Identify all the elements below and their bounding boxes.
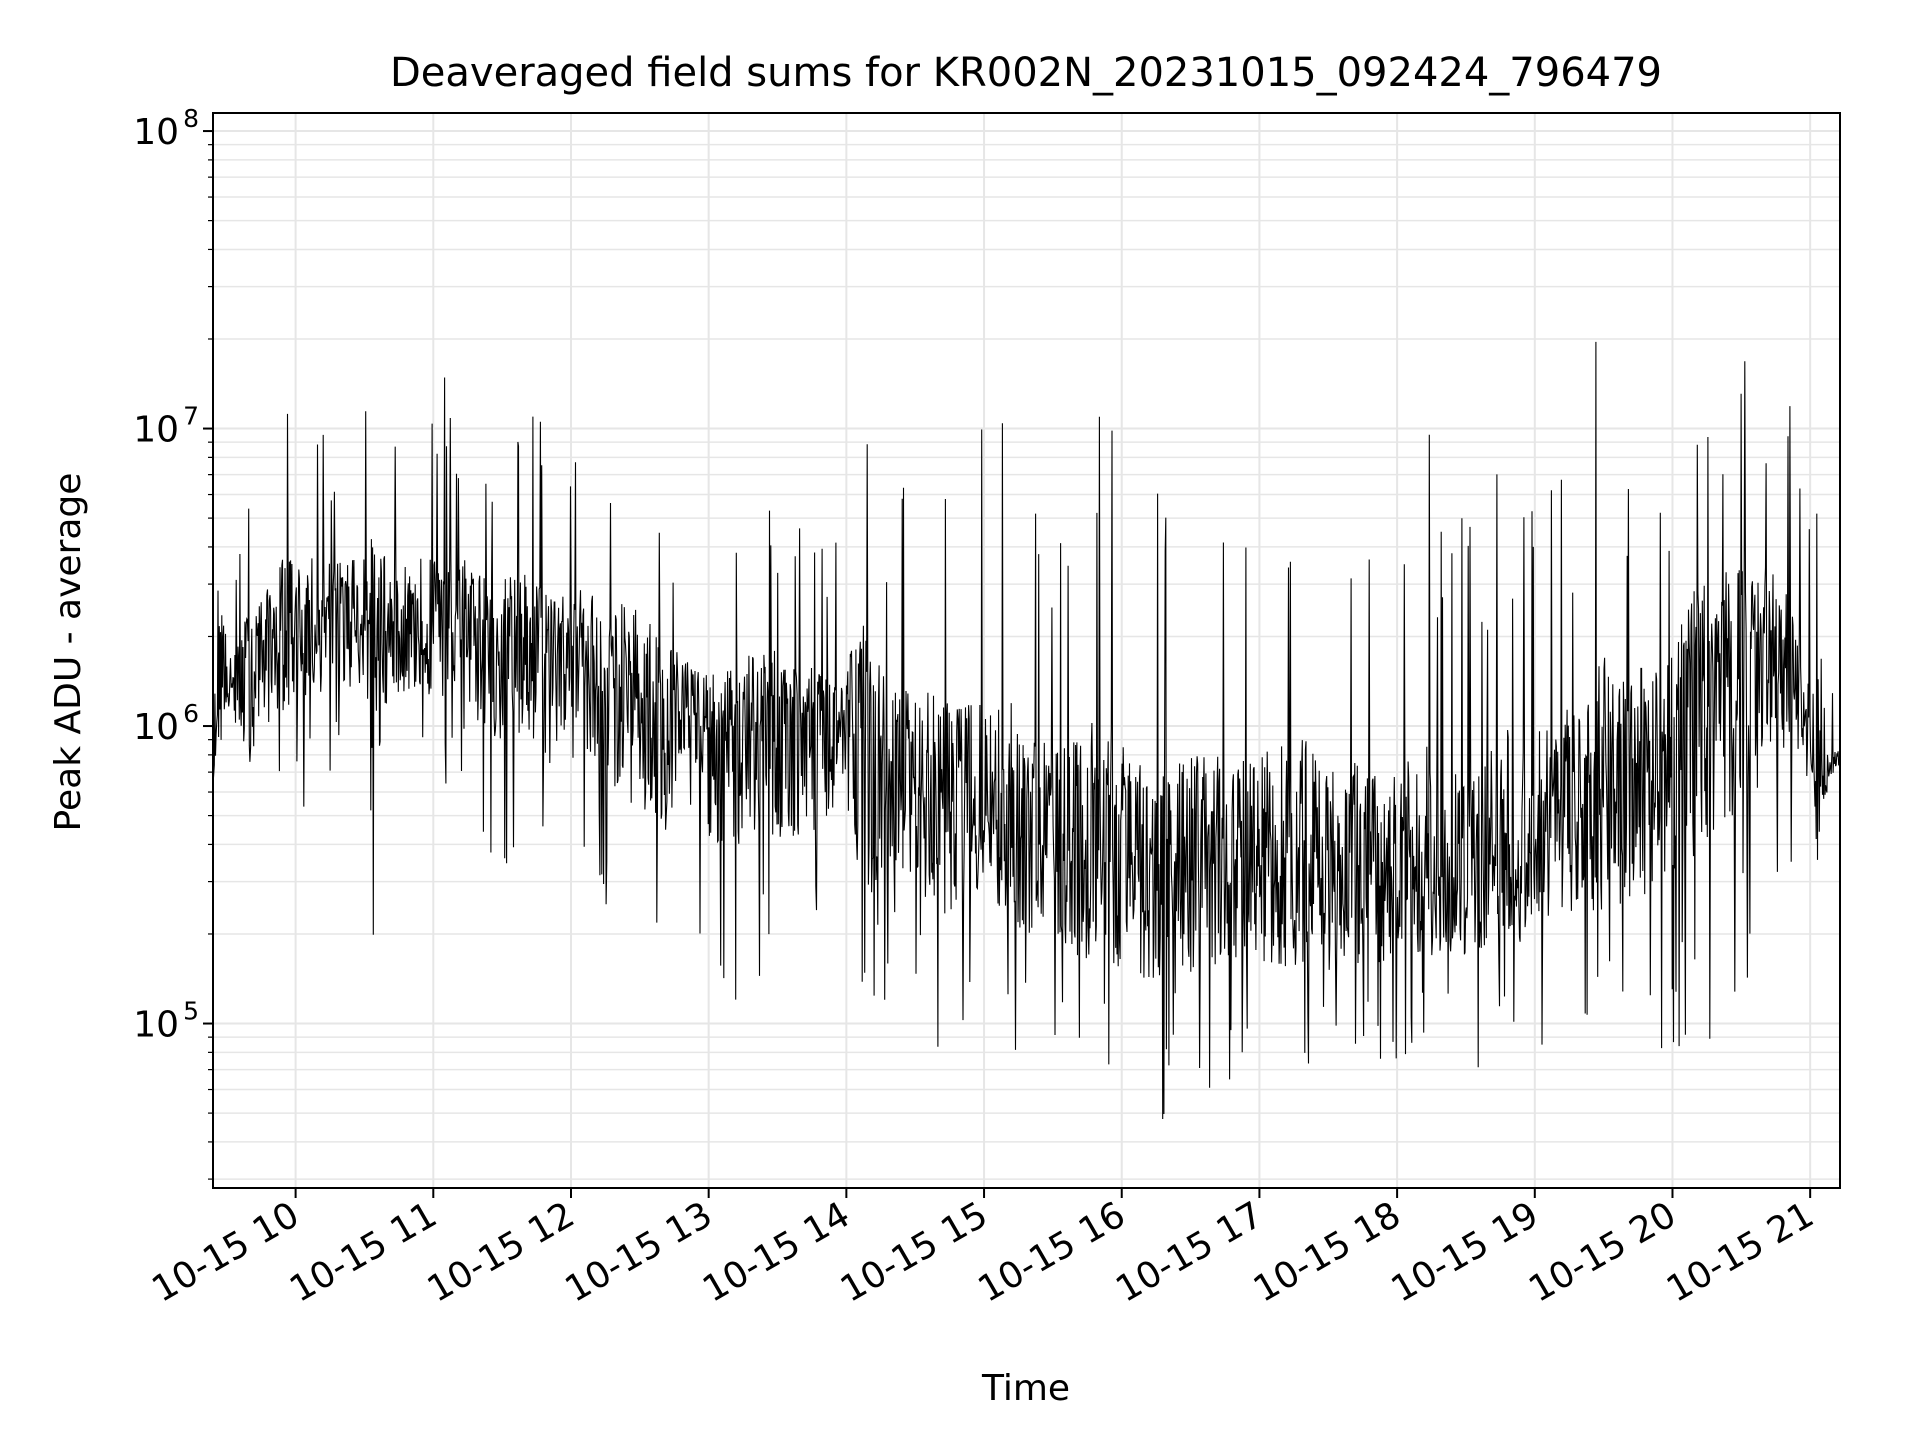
x-axis-label: Time (981, 1368, 1070, 1409)
chart-title: Deaveraged field sums for KR002N_2023101… (390, 50, 1662, 96)
y-axis-label: Peak ADU - average (48, 473, 89, 832)
y-tick-label-exponent: 6 (183, 699, 199, 728)
y-tick-label-exponent: 7 (183, 402, 199, 431)
y-tick-label-exponent: 5 (183, 997, 199, 1026)
y-tick-label: 10 (133, 1005, 179, 1046)
y-tick-label: 10 (133, 410, 179, 451)
plot-frame (212, 112, 1841, 1189)
data-series (212, 341, 1841, 1120)
y-tick-label: 10 (133, 707, 179, 748)
series-line (212, 341, 1841, 1120)
y-tick-label: 10 (133, 112, 179, 153)
y-tick-label-exponent: 8 (183, 104, 199, 133)
